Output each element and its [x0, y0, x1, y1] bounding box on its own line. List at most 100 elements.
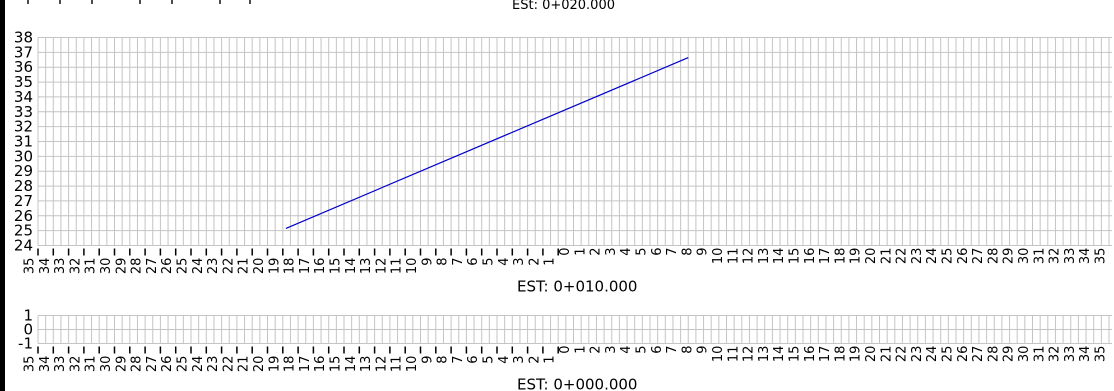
x-tick-label: 16 — [803, 248, 818, 265]
x-tick-label: 8 — [680, 248, 695, 256]
x-tick-label: 23 — [910, 346, 925, 363]
x-tick-label: 15 — [788, 248, 803, 265]
x-tick-label: 18 — [833, 248, 848, 265]
x-tick-label: 2 — [589, 248, 604, 256]
x-tick-label: 10 — [711, 346, 726, 363]
x-tick-label: 10 — [711, 248, 726, 265]
x-tick-label: 33 — [1063, 346, 1078, 363]
x-tick-label: 33 — [1063, 248, 1078, 265]
y-tick-label: 27 — [14, 192, 33, 210]
x-tick-label: 25 — [176, 258, 191, 275]
x-tick-label: 34 — [1078, 248, 1093, 265]
y-tick-label: 38 — [14, 29, 33, 47]
x-tick-label: 29 — [114, 356, 129, 373]
x-tick-label: 32 — [68, 356, 83, 373]
x-tick-label: 15 — [329, 258, 344, 275]
x-tick-label: 4 — [497, 356, 512, 364]
x-tick-label: 12 — [742, 248, 757, 265]
x-tick-label: 13 — [757, 346, 772, 363]
y-tick-label: 34 — [14, 88, 33, 106]
x-tick-label: 34 — [38, 258, 53, 275]
x-tick-label: 7 — [451, 356, 466, 364]
x-tick-label: 11 — [390, 356, 405, 373]
x-tick-label: 28 — [130, 258, 145, 275]
left-border — [0, 0, 5, 391]
x-tick-label: 25 — [941, 248, 956, 265]
x-tick-label: 10 — [405, 356, 420, 373]
x-tick-label: 5 — [482, 258, 497, 266]
x-tick-label: 23 — [206, 258, 221, 275]
x-tick-label: 24 — [925, 248, 940, 265]
x-tick-label: 33 — [53, 356, 68, 373]
x-tick-label: 1 — [573, 248, 588, 256]
x-tick-label: 19 — [849, 248, 864, 265]
x-tick-label: 14 — [772, 248, 787, 265]
x-tick-label: 30 — [99, 258, 114, 275]
y-axis: -101 — [18, 307, 33, 353]
x-tick-label: 29 — [114, 258, 129, 275]
x-tick-label: 28 — [986, 346, 1001, 363]
y-tick-label: 36 — [14, 58, 33, 76]
x-tick-label: 23 — [206, 356, 221, 373]
x-tick-label: 17 — [818, 346, 833, 363]
top-station-label: ESt: 0+020.000 — [512, 0, 615, 13]
x-tick-label: 22 — [895, 346, 910, 363]
x-tick-label: 20 — [864, 346, 879, 363]
partial-upper-section-ticks — [27, 0, 251, 4]
x-tick-label: 19 — [849, 346, 864, 363]
x-tick-label: 4 — [619, 346, 634, 354]
x-tick-label: 0 — [558, 346, 573, 354]
y-tick-label: 35 — [14, 73, 33, 91]
x-tick-label: 0 — [558, 248, 573, 256]
x-tick-label: 31 — [84, 356, 99, 373]
x-tick-label: 17 — [818, 248, 833, 265]
x-tick-label: 20 — [864, 248, 879, 265]
x-tick-label: 2 — [527, 258, 542, 266]
x-tick-label: 7 — [665, 248, 680, 256]
y-tick-label: 29 — [14, 162, 33, 180]
x-tick-label: 26 — [956, 248, 971, 265]
y-tick-label: -1 — [18, 335, 33, 353]
x-tick-label: 5 — [482, 356, 497, 364]
y-tick-label: 1 — [23, 307, 33, 325]
x-tick-label: 1 — [573, 346, 588, 354]
x-tick-label: 34 — [38, 356, 53, 373]
x-tick-label: 28 — [986, 248, 1001, 265]
x-tick-label: 28 — [130, 356, 145, 373]
x-tick-label: 20 — [252, 356, 267, 373]
x-tick-label: 1 — [543, 258, 558, 266]
x-tick-label: 19 — [267, 356, 282, 373]
x-tick-label: 12 — [374, 356, 389, 373]
y-tick-label: 37 — [14, 43, 33, 61]
x-tick-label: 35 — [23, 258, 38, 275]
x-tick-label: 27 — [971, 346, 986, 363]
x-tick-label: 14 — [344, 356, 359, 373]
x-tick-label: 5 — [635, 346, 650, 354]
x-tick-label: 16 — [803, 346, 818, 363]
x-tick-label: 2 — [527, 356, 542, 364]
x-tick-label: 8 — [436, 356, 451, 364]
x-tick-label: 12 — [374, 258, 389, 275]
x-tick-label: 21 — [237, 258, 252, 275]
x-axis: 35 34 33 32 31 30 29 28 27 26 25 24 23 22 21 20 19 18 17 16… — [23, 346, 1109, 373]
x-tick-label: 11 — [726, 346, 741, 363]
x-tick-label: 19 — [267, 258, 282, 275]
x-tick-label: 32 — [68, 258, 83, 275]
x-tick-label: 17 — [298, 258, 313, 275]
x-tick-label: 9 — [696, 346, 711, 354]
x-tick-label: 18 — [283, 258, 298, 275]
x-tick-label: 22 — [221, 356, 236, 373]
grid — [37, 315, 1112, 344]
x-tick-label: 3 — [604, 248, 619, 256]
x-tick-label: 35 — [1094, 346, 1109, 363]
x-tick-label: 35 — [1094, 248, 1109, 265]
x-tick-label: 14 — [772, 346, 787, 363]
x-tick-label: 20 — [252, 258, 267, 275]
x-tick-label: 25 — [176, 356, 191, 373]
x-tick-label: 3 — [512, 356, 527, 364]
x-tick-label: 30 — [1017, 248, 1032, 265]
